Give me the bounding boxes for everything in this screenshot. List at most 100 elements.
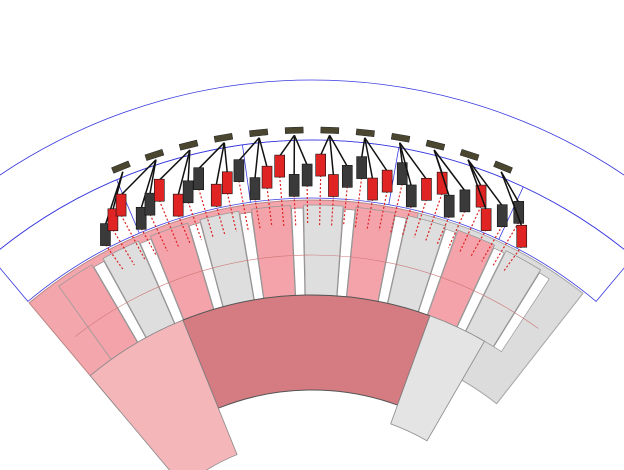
coil-wire — [378, 190, 388, 231]
coil — [405, 184, 417, 208]
coil-lead — [140, 159, 157, 209]
coil — [315, 153, 327, 177]
coil-wire — [436, 215, 450, 245]
rotor-left — [89, 319, 238, 470]
coil-wire — [425, 192, 443, 242]
coil — [459, 189, 471, 213]
coil — [513, 201, 525, 224]
coil — [301, 163, 313, 187]
coil — [107, 208, 119, 232]
coil-wire — [104, 244, 125, 271]
coil — [135, 206, 147, 230]
bar-segment — [284, 126, 304, 134]
bar-segment — [249, 128, 269, 137]
coil-lead — [187, 149, 191, 182]
coil-lead — [364, 137, 388, 172]
coil-wire — [390, 183, 403, 233]
bar-segment — [144, 149, 165, 161]
coil-wire — [492, 222, 520, 267]
coil-wire — [158, 199, 180, 248]
rotor-wedge — [182, 294, 431, 409]
coil-lead — [500, 171, 523, 227]
coil-lead — [467, 159, 487, 210]
bar-segment — [493, 160, 513, 174]
coil-wire — [198, 188, 214, 238]
coil-wire — [366, 198, 374, 229]
coil-lead — [433, 149, 450, 197]
coil — [249, 177, 261, 200]
coil-wire — [502, 245, 523, 273]
coil-lead — [279, 134, 295, 157]
coil-lead — [238, 137, 260, 162]
bar-segment — [111, 160, 131, 174]
coil-lead — [293, 135, 308, 166]
bar-segment — [178, 139, 199, 151]
coil-lead — [223, 142, 229, 173]
bar-segment — [320, 126, 340, 134]
coil — [288, 174, 300, 197]
coil — [193, 167, 204, 191]
coil-wire — [120, 214, 146, 261]
coil — [144, 192, 156, 216]
coil-wire — [112, 229, 135, 266]
coil-lead — [360, 137, 366, 158]
coil-lead — [328, 134, 348, 167]
coil-lead — [149, 159, 157, 195]
coil-wire — [293, 195, 297, 226]
coil — [154, 178, 165, 202]
coil — [356, 156, 367, 179]
coil-wire — [401, 205, 412, 236]
coil-wire — [140, 227, 157, 256]
housing-divider — [498, 186, 524, 240]
slot — [493, 272, 550, 353]
coil — [182, 180, 194, 204]
coil — [496, 204, 508, 227]
coil-wire — [459, 205, 482, 253]
coil — [443, 194, 455, 218]
coil — [367, 177, 378, 201]
coil-wire — [306, 185, 309, 226]
coil-wire — [215, 205, 226, 235]
coil — [328, 174, 339, 197]
coil-lead — [433, 149, 466, 192]
coil-wire — [226, 192, 237, 233]
coil-wire — [177, 214, 191, 244]
coil-wire — [266, 187, 273, 228]
coil-wire — [149, 213, 168, 252]
coil — [261, 165, 273, 189]
coil-wire — [187, 201, 203, 241]
coil — [100, 223, 111, 246]
coil — [516, 224, 528, 248]
coil-lead — [398, 142, 412, 187]
coil — [221, 171, 233, 195]
coil — [210, 183, 222, 207]
coil-lead — [364, 137, 374, 180]
coil-lead — [198, 142, 225, 170]
coil-lead — [177, 149, 191, 196]
coil-lead — [320, 134, 331, 156]
coil-wire — [447, 210, 466, 249]
rotor-right — [390, 315, 486, 442]
coil-lead — [467, 159, 503, 207]
coil-wire — [330, 195, 335, 226]
coil-lead — [112, 171, 124, 210]
coil — [480, 208, 492, 231]
coil-wire — [354, 177, 363, 228]
coil-lead — [500, 171, 520, 203]
coil — [421, 178, 432, 201]
coil-wire — [319, 175, 322, 226]
bar-segment — [459, 149, 480, 161]
bar-segment — [355, 128, 375, 137]
coil — [115, 193, 127, 217]
coil-wire — [279, 176, 285, 227]
coil — [172, 193, 184, 217]
coil-wire — [413, 199, 428, 238]
coil-wire — [254, 198, 261, 229]
housing-divider — [116, 179, 140, 234]
coil-wire — [470, 229, 487, 257]
coil — [341, 165, 353, 188]
coil-lead — [258, 137, 268, 168]
stator-tooth — [303, 204, 344, 297]
coil-wire — [342, 186, 348, 227]
